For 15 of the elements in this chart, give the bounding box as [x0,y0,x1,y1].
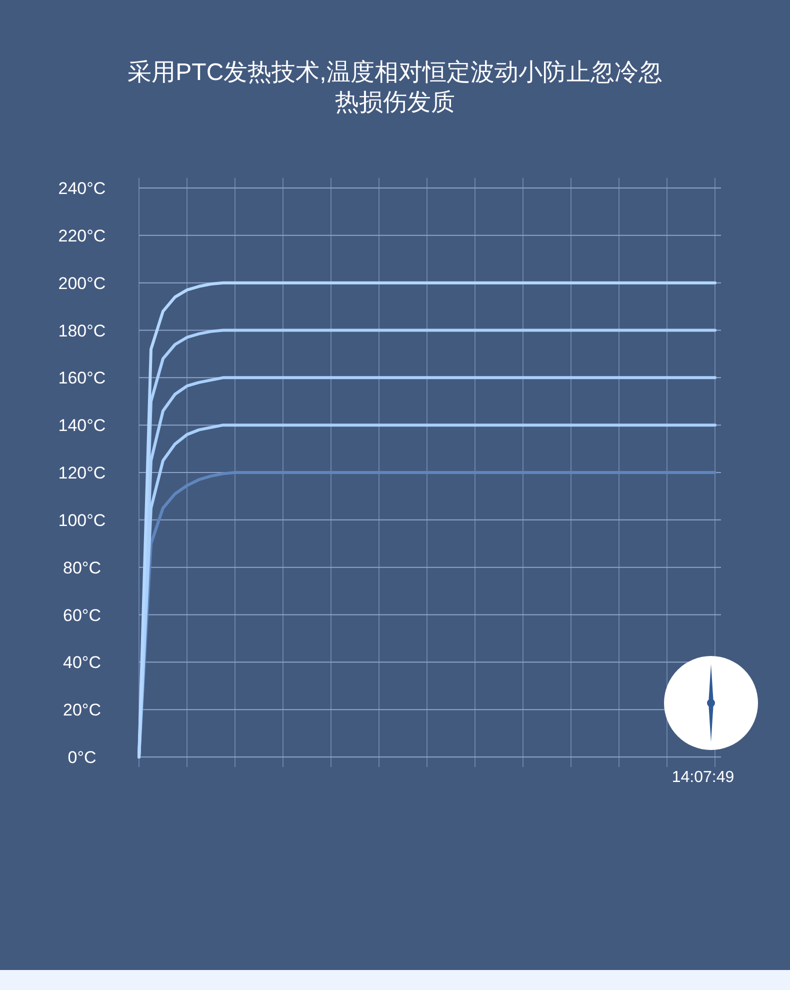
ytick: 200°C [58,274,106,293]
ytick: 0°C [68,748,96,767]
ytick: 240°C [58,179,106,198]
ytick: 100°C [58,510,106,530]
ytick: 60°C [63,606,101,625]
ytick: 180°C [58,321,106,340]
ytick: 220°C [58,226,106,246]
title: 采用PTC发热技术,温度相对恒定波动小防止忽冷忽热损伤发质 [126,58,664,118]
ytick: 140°C [58,416,106,436]
ytick: 40°C [63,653,101,672]
annotation: 14:07:49 [672,769,734,786]
ytick: 120°C [58,464,106,482]
ytick: 20°C [63,700,101,720]
ytick: 80°C [63,558,101,578]
ytick: 160°C [58,368,106,388]
